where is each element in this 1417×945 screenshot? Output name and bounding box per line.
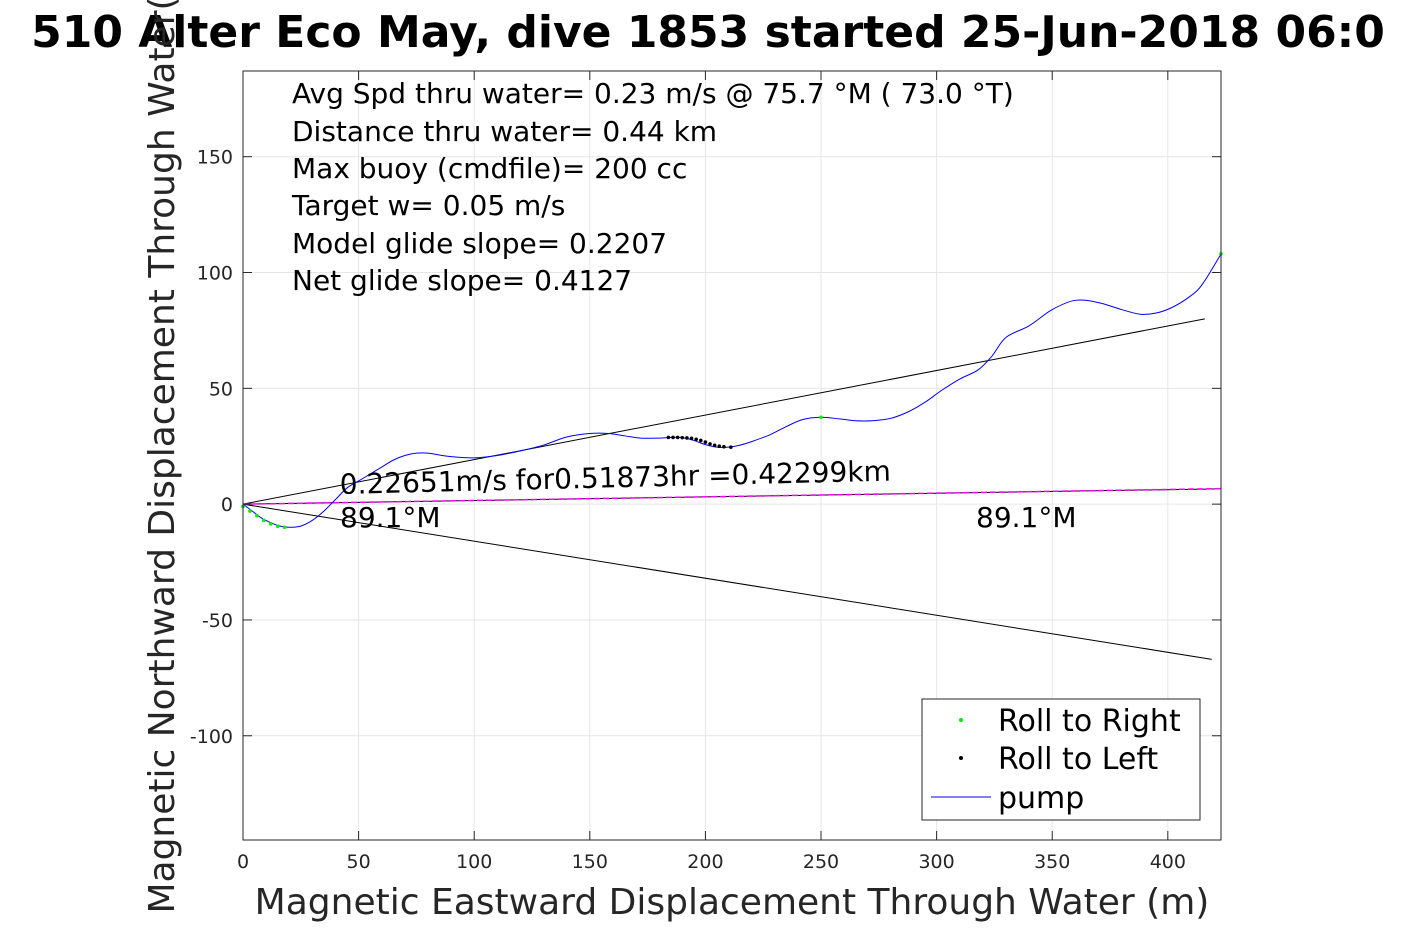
roll-right-point: [275, 524, 280, 528]
legend-label-pump: pump: [998, 781, 1084, 816]
legend-marker-roll-left: [959, 756, 963, 760]
summary-line: Target w= 0.05 m/s: [291, 189, 565, 222]
y-axis-label: Magnetic Northward Displacement Through …: [142, 0, 183, 914]
roll-left-point: [712, 443, 717, 448]
roll-left-point: [685, 436, 689, 440]
roll-right-point: [262, 518, 266, 523]
roll-right-point: [282, 525, 287, 530]
summary-line: Max buoy (cmdfile)= 200 cc: [292, 152, 687, 185]
roll-left-point: [694, 437, 698, 442]
summary-line: Avg Spd thru water= 0.23 m/s @ 75.7 °M (…: [292, 77, 1014, 110]
roll-left-point: [666, 435, 671, 440]
y-tick-label: 150: [197, 147, 233, 169]
y-tick-label: 50: [209, 378, 233, 400]
legend-label-roll-left: Roll to Left: [998, 742, 1158, 777]
legend-marker-roll-right: [959, 718, 963, 722]
model-track-line: [242, 487, 1222, 505]
x-tick-label: 150: [572, 851, 608, 873]
chart-marks: [241, 252, 1223, 660]
upper-envelope-line: [242, 318, 1205, 505]
roll-right-point: [819, 415, 823, 420]
roll-right-point: [268, 522, 273, 526]
x-tick-label: 300: [918, 851, 954, 873]
x-tick-label: 250: [803, 851, 839, 873]
plot-frame: [242, 70, 1222, 841]
summary-line: Distance thru water= 0.44 km: [292, 115, 717, 148]
heading-annotation-right: 89.1°M: [976, 501, 1077, 534]
roll-left-point: [722, 444, 726, 449]
roll-right-point: [255, 513, 259, 518]
x-tick-label: 50: [347, 851, 371, 873]
x-tick-label: 100: [456, 851, 492, 873]
heading-annotation-left: 89.1°M: [340, 501, 441, 534]
lower-envelope-line: [242, 503, 1212, 660]
pump-track-line: [242, 253, 1222, 528]
legend-label-roll-right: Roll to Right: [998, 704, 1181, 739]
chart-title: 510 Alter Eco May, dive 1853 started 25-…: [31, 7, 1385, 58]
x-axis-label: Magnetic Eastward Displacement Through W…: [255, 882, 1210, 923]
y-tick-label: -100: [190, 726, 233, 748]
legend: Roll to Right Roll to Left pump: [921, 698, 1201, 821]
roll-left-point: [703, 440, 708, 444]
roll-left-point: [680, 435, 685, 440]
roll-left-point: [698, 438, 703, 443]
y-tick-label: 0: [221, 494, 233, 516]
x-tick-label: 200: [687, 851, 723, 873]
roll-left-point: [675, 435, 680, 440]
roll-left-point: [708, 442, 712, 446]
roll-right-point: [248, 509, 252, 513]
ticks: 0 50 100 150 200 250 300 350 400 -100 -50 0 50 100 150: [190, 71, 1221, 873]
roll-left-point: [717, 444, 722, 449]
x-tick-label: 350: [1034, 851, 1070, 873]
summary-annotations: Avg Spd thru water= 0.23 m/s @ 75.7 °M (…: [291, 77, 1014, 297]
y-tick-label: -50: [202, 610, 233, 632]
roll-left-point: [671, 435, 675, 440]
roll-left-point: [729, 445, 733, 449]
y-tick-label: 100: [197, 263, 233, 285]
summary-line: Model glide slope= 0.2207: [292, 227, 667, 260]
roll-left-point: [689, 436, 694, 441]
x-tick-label: 400: [1150, 851, 1186, 873]
summary-line: Net glide slope= 0.4127: [292, 264, 632, 297]
x-tick-label: 0: [237, 851, 249, 873]
legend-box: [921, 698, 1201, 821]
